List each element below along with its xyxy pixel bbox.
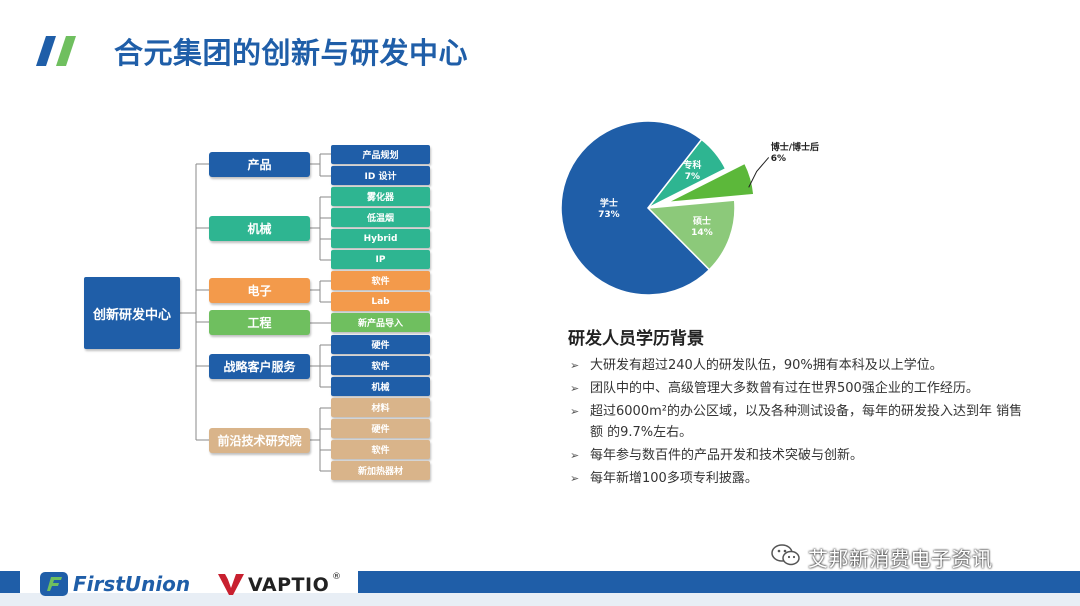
bullet-item: ➢ 团队中的中、高级管理大多数曾有过在世界500强企业的工作经历。 [570,378,1040,399]
bullet-item: ➢ 超过6000m²的办公区域，以及各种测试设备，每年的研发投入达到年 销售额 的… [570,401,1030,443]
firstunion-mark-icon [40,572,68,596]
vaptio-logo-text: VAPTIO [248,574,330,596]
bullet-text: 团队中的中、高级管理大多数曾有过在世界500强企业的工作经历。 [590,381,979,396]
subitem: 软件 [331,271,430,290]
header-slash-logo [36,36,76,66]
category-engineering: 工程 [209,310,310,335]
bullet-item: ➢ 大研发有超过240人的研发队伍，90%拥有本科及以上学位。 [570,355,1040,376]
education-pie-chart: 学士 73% 专科 7% 博士/博士后 6% 硕士 14% [545,110,825,310]
category-strategic-service: 战略客户服务 [209,354,310,379]
subitem: IP [331,250,430,269]
footer-bar-right [358,571,1080,593]
category-electronics: 电子 [209,278,310,303]
pie-label-text: 学士 [599,199,618,210]
pie-label-text: 博士/博士后 [770,143,819,154]
pie-label-value: 7% [684,171,700,182]
education-bullets: ➢ 大研发有超过240人的研发队伍，90%拥有本科及以上学位。 ➢ 团队中的中、高级… [570,355,1040,491]
pie-slice-bachelor [560,120,711,296]
vaptio-registered-mark: ® [332,572,341,582]
subitem: Lab [331,292,430,311]
wechat-icon [771,544,800,566]
pie-label-value: 6% [770,154,786,165]
pie-label-bachelor: 学士 73% [587,199,631,221]
pie-label-master: 硕士 14% [680,217,724,239]
subitem: 雾化器 [331,187,430,206]
bullet-arrow-icon: ➢ [570,405,580,418]
vaptio-mark-icon [218,574,244,595]
firstunion-logo: FirstUnion [40,570,200,598]
pie-label-value: 14% [691,227,713,238]
bullet-item: ➢ 每年参与数百件的产品开发和技术突破与创新。 [570,445,1040,466]
category-frontier-research: 前沿技术研究院 [209,428,310,453]
bullet-item: ➢ 每年新增100多项专利披露。 [570,468,1040,489]
subitem: 低温烟 [331,208,430,227]
subitem: ID 设计 [331,166,430,185]
pie-svg [560,120,770,296]
subitem: 机械 [331,377,430,396]
pie-label-text: 专科 [683,160,702,171]
pie-label-phd: 博士/博士后 6% [771,143,819,165]
subitem: 硬件 [331,419,430,438]
subitem: 产品规划 [331,145,430,164]
education-title: 研发人员学历背景 [568,329,704,349]
bullet-text: 每年新增100多项专利披露。 [590,471,758,486]
footer-bar-left [0,571,20,593]
category-product: 产品 [209,152,310,177]
subitem: Hybrid [331,229,430,248]
pie-label-associate: 专科 7% [670,161,714,183]
pie-label-text: 硕士 [692,216,711,227]
bullet-text: 每年参与数百件的产品开发和技术突破与创新。 [590,448,864,463]
subitem: 软件 [331,356,430,375]
bullet-arrow-icon: ➢ [570,449,580,462]
subitem: 新产品导入 [331,313,430,332]
page-title: 合元集团的创新与研发中心 [114,36,469,70]
vaptio-logo: VAPTIO ® [218,572,348,598]
subitem: 材料 [331,398,430,417]
bullet-text: 大研发有超过240人的研发队伍，90%拥有本科及以上学位。 [590,358,943,373]
subitem: 硬件 [331,335,430,354]
footer-strip [0,593,1080,606]
center-node: 创新研发中心 [84,277,180,349]
watermark-text: 艾邦新消费电子资讯 [808,547,993,571]
bullet-arrow-icon: ➢ [570,382,580,395]
pie-slice-master [646,199,736,271]
pie-callout-line [748,157,770,188]
bullet-text: 超过6000m²的办公区域，以及各种测试设备，每年的研发投入达到年 销售额 的9… [590,404,1023,440]
subitem: 软件 [331,440,430,459]
subitem: 新加热器材 [331,461,430,480]
watermark: 艾邦新消费电子资讯 [770,541,1070,573]
bullet-arrow-icon: ➢ [570,359,580,372]
bullet-arrow-icon: ➢ [570,472,580,485]
firstunion-logo-text: FirstUnion [73,572,191,596]
pie-label-value: 73% [598,210,620,221]
pie-slice-phd [666,162,755,204]
category-mechanical: 机械 [209,216,310,241]
